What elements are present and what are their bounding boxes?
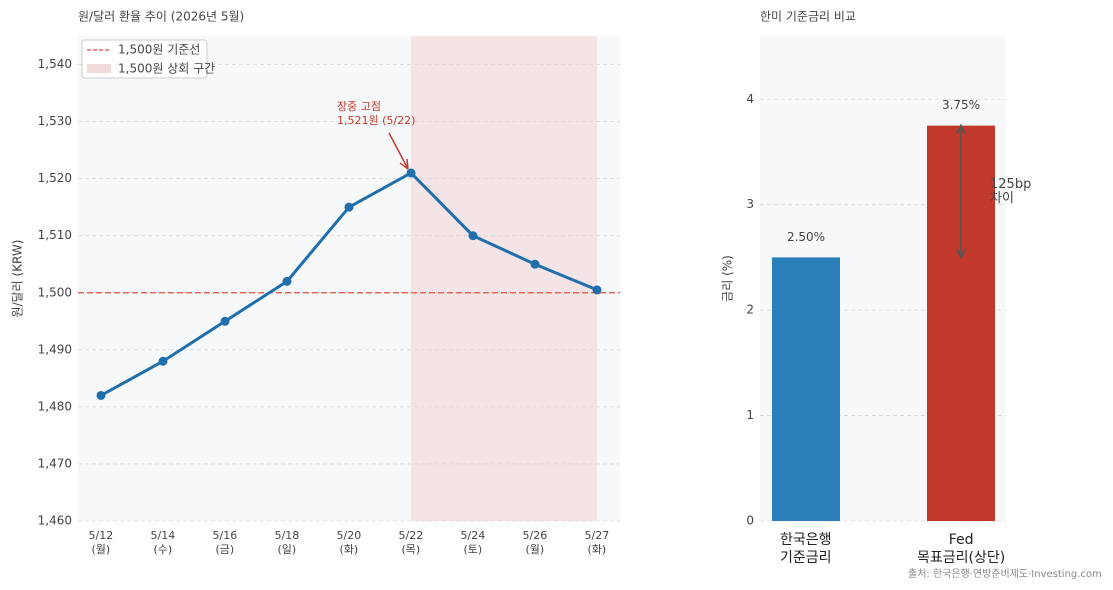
x-tick-label: 5/16 (금): [212, 529, 238, 556]
x-tick-label: 5/18 (일): [274, 529, 300, 556]
y-tick-label: 1,530: [38, 114, 72, 128]
y-tick-label: 1,460: [38, 514, 72, 528]
y-tick-label: 1: [746, 408, 754, 422]
value-label: 3.75%: [942, 98, 980, 112]
x-tick-label: 5/26 (월): [522, 529, 548, 556]
x-tick-label: 5/14 (수): [150, 529, 176, 556]
annotation: 장중 고점 1,521원 (5/22): [337, 99, 416, 127]
data-point: [530, 259, 540, 269]
y-tick-label: 1,490: [38, 342, 72, 356]
y-tick-label: 1,540: [38, 57, 72, 71]
x-tick-label: Fed 목표금리(상단): [917, 532, 1006, 566]
data-point: [220, 316, 230, 326]
data-point: [406, 168, 416, 178]
value-label: 2.50%: [787, 230, 825, 244]
data-point: [158, 356, 168, 366]
legend-label: 1,500원 상회 구간: [118, 62, 215, 76]
x-tick-label: 한국은행 기준금리: [780, 532, 832, 566]
x-tick-label: 5/24 (토): [460, 529, 486, 556]
difference-arrow: [956, 123, 966, 260]
legend-swatch: [87, 64, 111, 73]
data-point: [468, 231, 478, 241]
legend-label: 1,500원 기준선: [118, 43, 200, 57]
x-tick-label: 5/27 (화): [584, 529, 610, 556]
data-point: [592, 285, 602, 295]
data-point: [344, 202, 354, 212]
x-tick-label: 5/12 (월): [88, 529, 114, 556]
y-tick-label: 1,510: [38, 228, 72, 242]
source-note: 출처: 한국은행·연방준비제도·Investing.com: [908, 569, 1102, 580]
y-tick-label: 1,470: [38, 456, 72, 470]
y-tick-label: 2: [746, 303, 754, 317]
legend-box: [81, 39, 208, 79]
annotation: 125bp 차이: [990, 176, 1032, 206]
chart-title: 한미 기준금리 비교: [760, 10, 856, 24]
y-tick-label: 3: [746, 197, 754, 211]
data-point: [96, 390, 106, 400]
x-tick-label: 5/22 (목): [398, 529, 424, 556]
y-tick-label: 1,500: [38, 285, 72, 299]
y-tick-label: 1,480: [38, 399, 72, 413]
data-point: [282, 276, 292, 286]
bar: [772, 257, 840, 521]
y-tick-label: 1,520: [38, 171, 72, 185]
chart-title: 원/달러 환율 추이 (2026년 5월): [78, 10, 244, 24]
y-axis-label: 금리 (%): [721, 255, 735, 302]
y-tick-label: 0: [746, 514, 754, 528]
y-axis-label: 원/달러 (KRW): [11, 240, 25, 318]
annotation-arrow: [388, 132, 409, 170]
y-tick-label: 4: [746, 92, 754, 106]
x-tick-label: 5/20 (화): [336, 529, 362, 556]
